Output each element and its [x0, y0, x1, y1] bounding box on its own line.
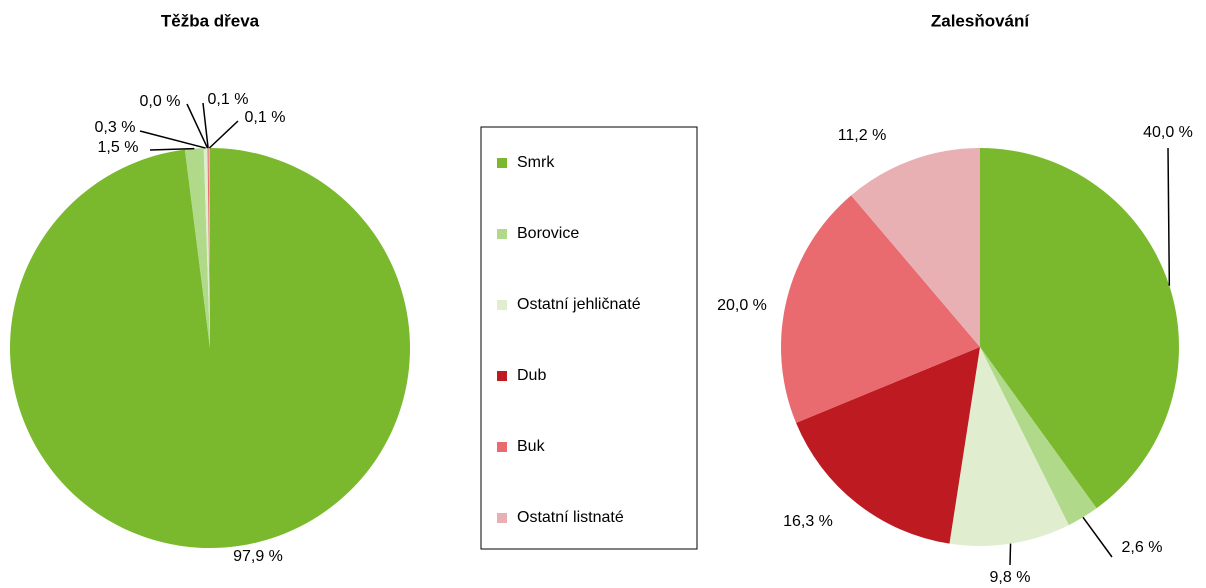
chart-title: Těžba dřeva	[161, 11, 260, 30]
pie-slice	[207, 148, 210, 348]
legend-label: Smrk	[517, 154, 555, 171]
pie-slice	[980, 347, 1097, 526]
legend-swatch	[497, 513, 507, 523]
data-label: 0,0 %	[140, 93, 181, 110]
leader-line	[139, 130, 206, 149]
data-label: 2,6 %	[1122, 539, 1163, 556]
legend-label: Ostatní listnaté	[517, 509, 624, 526]
pie-slice	[980, 148, 1179, 509]
data-label: 1,5 %	[98, 139, 139, 156]
legend-swatch	[497, 158, 507, 168]
data-label: 16,3 %	[783, 513, 833, 530]
data-label: 11,2 %	[838, 127, 887, 144]
legend-label: Ostatní jehličnaté	[517, 296, 641, 313]
legend-label: Dub	[517, 367, 546, 384]
chart-title: Zalesňování	[931, 11, 1031, 30]
leader-line	[186, 103, 209, 149]
data-label: 20,0 %	[717, 297, 767, 314]
pie-slice	[949, 347, 1069, 546]
pie-slice	[184, 148, 210, 348]
data-label: 0,1 %	[208, 91, 249, 108]
leader-line	[1167, 147, 1171, 286]
legend-box	[480, 126, 698, 550]
data-label: 9,8 %	[990, 569, 1031, 586]
pie-slice	[780, 195, 980, 423]
leader-line	[1082, 516, 1113, 558]
data-label: 0,1 %	[245, 109, 286, 126]
leader-line	[208, 120, 239, 149]
leader-line	[149, 147, 195, 151]
pie-slice	[796, 347, 980, 544]
pie-slice	[208, 148, 210, 348]
pie-slice	[851, 148, 980, 347]
data-label: 40,0 %	[1143, 124, 1193, 141]
legend-swatch	[497, 300, 507, 310]
pie-slice	[203, 148, 210, 348]
legend-swatch	[497, 371, 507, 381]
legend-label: Borovice	[517, 225, 579, 242]
data-label: 97,9 %	[233, 548, 283, 565]
leader-line	[202, 102, 209, 149]
legend-label: Buk	[517, 438, 546, 455]
pie-slice	[9, 148, 411, 549]
legend-swatch	[497, 229, 507, 239]
leader-line	[1009, 543, 1012, 566]
legend-swatch	[497, 442, 507, 452]
data-label: 0,3 %	[95, 119, 136, 136]
